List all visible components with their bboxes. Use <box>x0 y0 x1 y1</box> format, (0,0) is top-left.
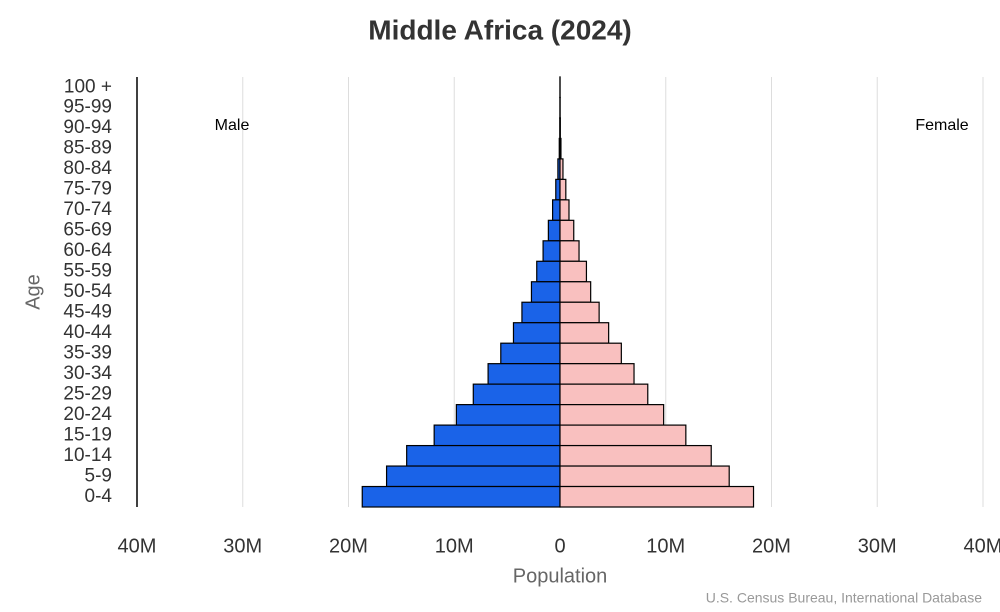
y-tick-label: 55-59 <box>63 261 112 282</box>
bar <box>559 260 588 283</box>
y-tick-label: 20-24 <box>63 404 112 425</box>
y-tick-label: 0-4 <box>85 486 113 507</box>
x-tick-label: 30M <box>223 535 262 557</box>
bar <box>547 219 561 242</box>
y-tick-label: 25-29 <box>63 383 112 404</box>
y-tick-label: 85-89 <box>63 138 112 159</box>
y-tick-label: 60-64 <box>63 240 112 261</box>
bar <box>559 137 562 160</box>
x-tick-label: 40M <box>964 535 1000 557</box>
bar <box>559 240 580 262</box>
bar <box>433 424 561 447</box>
y-axis-title: Age <box>22 274 44 310</box>
legend-label: Male <box>215 117 250 134</box>
x-tick-label: 20M <box>329 535 368 557</box>
bar <box>521 301 561 324</box>
x-tick-label: 30M <box>858 535 897 557</box>
y-tick-label: 45-49 <box>63 301 112 322</box>
y-tick-label: 40-44 <box>63 322 112 343</box>
y-tick-label: 70-74 <box>63 199 112 220</box>
bar <box>542 240 561 262</box>
y-tick-label: 15-19 <box>63 424 112 445</box>
bar <box>559 383 649 406</box>
bar <box>536 260 561 283</box>
y-tick-label: 5-9 <box>85 465 112 486</box>
y-tick-label: 90-94 <box>63 117 112 138</box>
bar <box>455 404 561 426</box>
bar <box>559 281 592 303</box>
bar <box>559 363 635 385</box>
chart-title: Middle Africa (2024) <box>368 14 631 45</box>
x-axis-title: Population <box>513 565 608 587</box>
y-tick-label: 100 + <box>64 76 112 97</box>
bar <box>551 199 561 221</box>
y-tick-label: 10-14 <box>63 445 112 466</box>
bar <box>559 158 564 180</box>
bar <box>555 178 561 201</box>
bar <box>559 485 755 508</box>
bar <box>487 363 561 385</box>
source: U.S. Census Bureau, International Databa… <box>706 590 982 606</box>
bar <box>530 281 561 303</box>
y-tick-label: 35-39 <box>63 342 112 363</box>
bar <box>559 301 600 324</box>
bar <box>559 342 622 365</box>
y-tick-label: 95-99 <box>63 97 112 118</box>
legend-label: Female <box>915 117 968 134</box>
x-tick-label: 0 <box>554 535 565 557</box>
bar <box>559 444 712 467</box>
x-tick-label: 40M <box>118 535 157 557</box>
x-tick-label: 10M <box>435 535 474 557</box>
bar <box>559 199 570 221</box>
bar <box>559 219 575 242</box>
bar <box>500 342 561 365</box>
bar <box>559 424 687 447</box>
bar <box>385 465 561 488</box>
bar <box>472 383 561 406</box>
bar <box>512 322 561 344</box>
x-tick-label: 10M <box>646 535 685 557</box>
y-tick-label: 75-79 <box>63 179 112 200</box>
bar <box>559 404 665 426</box>
bar <box>361 485 561 508</box>
y-tick-label: 65-69 <box>63 220 112 241</box>
x-tick-label: 20M <box>752 535 791 557</box>
bar <box>559 465 730 488</box>
bar <box>559 322 610 344</box>
y-tick-label: 30-34 <box>63 363 112 384</box>
bar <box>406 444 561 467</box>
bar <box>559 178 567 201</box>
y-tick-label: 50-54 <box>63 281 112 302</box>
y-tick-label: 80-84 <box>63 158 112 179</box>
